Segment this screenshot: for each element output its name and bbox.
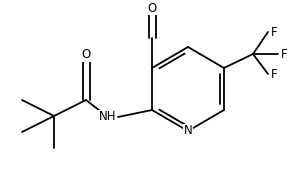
Text: F: F (281, 47, 287, 61)
Text: O: O (147, 2, 157, 14)
Text: N: N (184, 125, 192, 137)
Text: O: O (82, 49, 91, 62)
Text: F: F (271, 25, 277, 39)
Text: NH: NH (98, 110, 116, 123)
Text: F: F (271, 67, 277, 80)
